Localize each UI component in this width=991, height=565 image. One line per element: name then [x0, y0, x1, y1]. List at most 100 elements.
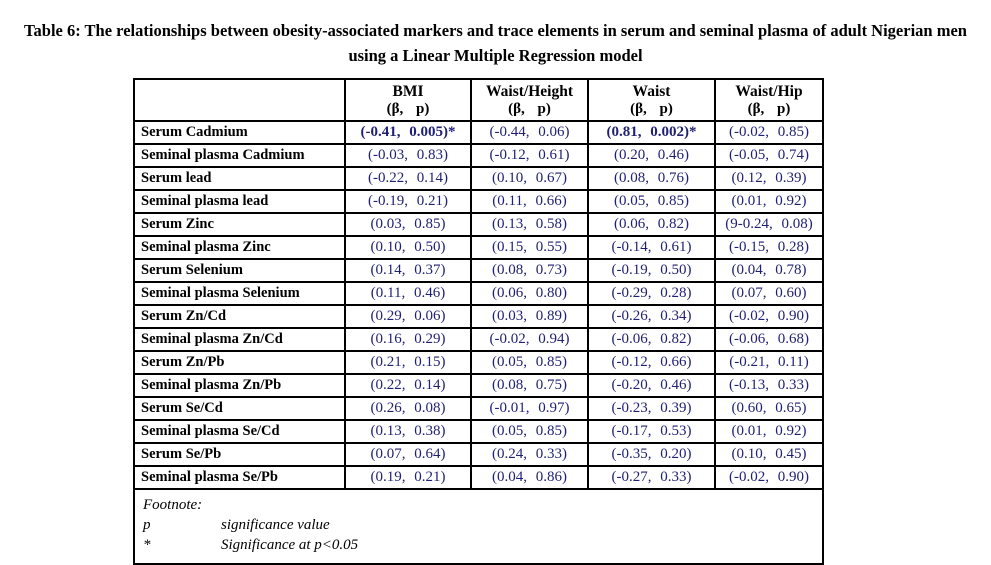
- value-cell: (0.01, 0.92): [714, 189, 824, 214]
- row-label: Serum Se/Pb: [133, 442, 346, 467]
- value-cell: (0.10, 0.50): [344, 235, 472, 260]
- header-cell-empty: [133, 78, 346, 122]
- row-label: Serum Zn/Cd: [133, 304, 346, 329]
- value-cell: (-0.02, 0.85): [714, 120, 824, 145]
- footnote-symbol: p: [143, 517, 151, 533]
- row-label: Serum Se/Cd: [133, 396, 346, 421]
- table-row: Seminal plasma Cadmium (-0.03, 0.83) (-0…: [133, 143, 824, 168]
- value-cell: (0.01, 0.92): [714, 419, 824, 444]
- value-cell: (-0.44, 0.06): [470, 120, 589, 145]
- header-waist-hip-sub: (β, p): [747, 100, 791, 117]
- value-cell: (0.07, 0.60): [714, 281, 824, 306]
- value-cell: (0.06, 0.80): [470, 281, 589, 306]
- footnote-heading: Footnote:: [143, 497, 203, 513]
- value-cell: (0.08, 0.73): [470, 258, 589, 283]
- value-cell: (-0.26, 0.34): [587, 304, 716, 329]
- row-label: Seminal plasma Selenium: [133, 281, 346, 306]
- value-cell: (0.11, 0.46): [344, 281, 472, 306]
- table-row: Seminal plasma Selenium (0.11, 0.46) (0.…: [133, 281, 824, 306]
- value-cell: (0.26, 0.08): [344, 396, 472, 421]
- value-cell: (0.06, 0.82): [587, 212, 716, 237]
- header-waist-height-sub: (β, p): [508, 100, 551, 117]
- table-row: Serum Zinc (0.03, 0.85) (0.13, 0.58) (0.…: [133, 212, 824, 237]
- value-cell: (0.10, 0.45): [714, 442, 824, 467]
- header-cell-waist: Waist (β, p): [587, 78, 716, 122]
- value-cell: (0.12, 0.39): [714, 166, 824, 191]
- value-cell: (-0.02, 0.90): [714, 465, 824, 490]
- table-row: Serum Se/Cd (0.26, 0.08) (-0.01, 0.97) (…: [133, 396, 824, 421]
- value-cell: (9-0.24, 0.08): [714, 212, 824, 237]
- value-cell: (0.22, 0.14): [344, 373, 472, 398]
- table-row: Serum Se/Pb (0.07, 0.64) (0.24, 0.33) (-…: [133, 442, 824, 467]
- footnote-meaning: Significance at p<0.05: [221, 537, 359, 553]
- table-row: Seminal plasma Zn/Cd (0.16, 0.29) (-0.02…: [133, 327, 824, 352]
- header-cell-waist-height: Waist/Height (β, p): [470, 78, 589, 122]
- value-cell: (0.08, 0.76): [587, 166, 716, 191]
- value-cell: (-0.20, 0.46): [587, 373, 716, 398]
- row-label: Serum Zn/Pb: [133, 350, 346, 375]
- value-cell: (-0.05, 0.74): [714, 143, 824, 168]
- value-cell: (0.81, 0.002)*: [587, 120, 716, 145]
- value-cell: (-0.02, 0.94): [470, 327, 589, 352]
- value-cell: (-0.12, 0.61): [470, 143, 589, 168]
- value-cell: (0.04, 0.78): [714, 258, 824, 283]
- value-cell: (0.60, 0.65): [714, 396, 824, 421]
- value-cell: (0.20, 0.46): [587, 143, 716, 168]
- value-cell: (0.19, 0.21): [344, 465, 472, 490]
- value-cell: (-0.35, 0.20): [587, 442, 716, 467]
- value-cell: (-0.41, 0.005)*: [344, 120, 472, 145]
- table-caption-line-2: using a Linear Multiple Regression model: [348, 46, 643, 65]
- value-cell: (0.11, 0.66): [470, 189, 589, 214]
- header-waist-height-title: Waist/Height: [486, 82, 573, 100]
- table-row: Seminal plasma Se/Cd (0.13, 0.38) (0.05,…: [133, 419, 824, 444]
- row-label: Serum Selenium: [133, 258, 346, 283]
- value-cell: (0.07, 0.64): [344, 442, 472, 467]
- row-label: Serum Cadmium: [133, 120, 346, 145]
- table-row: Serum Zn/Cd (0.29, 0.06) (0.03, 0.89) (-…: [133, 304, 824, 329]
- value-cell: (-0.03, 0.83): [344, 143, 472, 168]
- header-bmi-title: BMI: [392, 82, 424, 100]
- header-bmi-sub: (β, p): [386, 100, 430, 117]
- table-row: Serum Zn/Pb (0.21, 0.15) (0.05, 0.85) (-…: [133, 350, 824, 375]
- value-cell: (-0.21, 0.11): [714, 350, 824, 375]
- row-label: Seminal plasma lead: [133, 189, 346, 214]
- value-cell: (-0.02, 0.90): [714, 304, 824, 329]
- value-cell: (-0.19, 0.50): [587, 258, 716, 283]
- header-waist-title: Waist: [632, 82, 671, 100]
- table-row: Serum Selenium (0.14, 0.37) (0.08, 0.73)…: [133, 258, 824, 283]
- value-cell: (0.05, 0.85): [470, 419, 589, 444]
- value-cell: (-0.29, 0.28): [587, 281, 716, 306]
- regression-table: BMI (β, p) Waist/Height (β, p) Waist (β,…: [133, 78, 824, 565]
- header-row: BMI (β, p) Waist/Height (β, p) Waist (β,…: [133, 78, 824, 122]
- row-label: Seminal plasma Se/Pb: [133, 465, 346, 490]
- value-cell: (0.13, 0.58): [470, 212, 589, 237]
- value-cell: (-0.12, 0.66): [587, 350, 716, 375]
- header-cell-bmi: BMI (β, p): [344, 78, 472, 122]
- row-label: Serum Zinc: [133, 212, 346, 237]
- value-cell: (-0.15, 0.28): [714, 235, 824, 260]
- value-cell: (-0.22, 0.14): [344, 166, 472, 191]
- value-cell: (-0.13, 0.33): [714, 373, 824, 398]
- table-row: Seminal plasma Se/Pb (0.19, 0.21) (0.04,…: [133, 465, 824, 490]
- value-cell: (0.13, 0.38): [344, 419, 472, 444]
- footnote-meaning: significance value: [221, 517, 330, 533]
- value-cell: (0.24, 0.33): [470, 442, 589, 467]
- value-cell: (0.05, 0.85): [587, 189, 716, 214]
- table-row: Serum Cadmium (-0.41, 0.005)* (-0.44, 0.…: [133, 120, 824, 145]
- value-cell: (0.16, 0.29): [344, 327, 472, 352]
- row-label: Serum lead: [133, 166, 346, 191]
- table-row: Seminal plasma Zn/Pb (0.22, 0.14) (0.08,…: [133, 373, 824, 398]
- value-cell: (-0.27, 0.33): [587, 465, 716, 490]
- footnote-entry: p significance value: [143, 515, 812, 535]
- value-cell: (0.15, 0.55): [470, 235, 589, 260]
- value-cell: (0.29, 0.06): [344, 304, 472, 329]
- footnote-row: Footnote: p significance value * Signifi…: [133, 488, 824, 565]
- footnote-entry: * Significance at p<0.05: [143, 535, 812, 555]
- value-cell: (-0.06, 0.68): [714, 327, 824, 352]
- header-waist-sub: (β, p): [630, 100, 673, 117]
- table-row: Serum lead (-0.22, 0.14) (0.10, 0.67) (0…: [133, 166, 824, 191]
- row-label: Seminal plasma Se/Cd: [133, 419, 346, 444]
- row-label: Seminal plasma Zn/Cd: [133, 327, 346, 352]
- value-cell: (0.08, 0.75): [470, 373, 589, 398]
- value-cell: (0.21, 0.15): [344, 350, 472, 375]
